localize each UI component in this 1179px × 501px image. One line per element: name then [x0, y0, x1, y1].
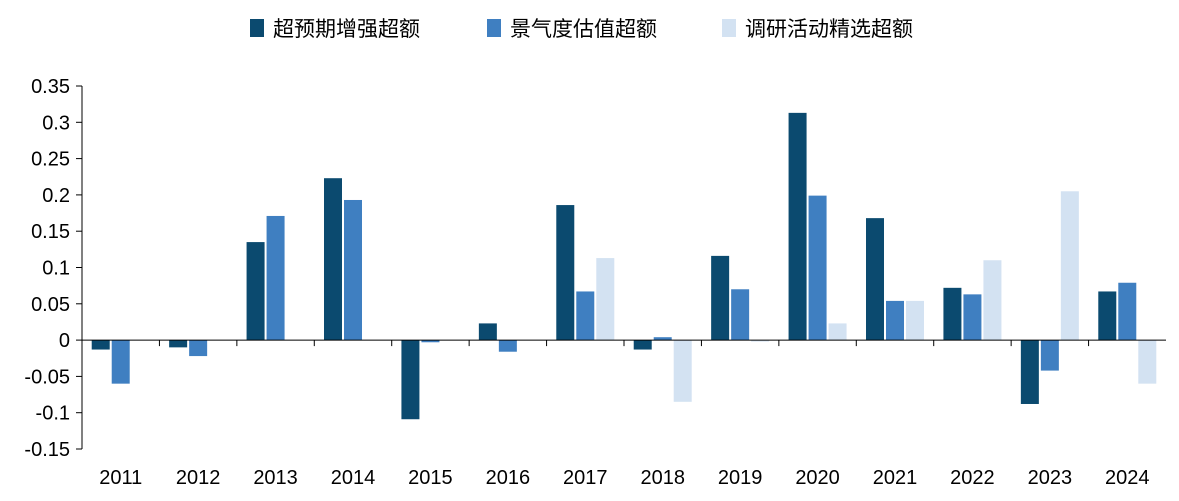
- x-tick-label: 2022: [950, 467, 995, 489]
- bar-2019-series-3: [751, 340, 770, 342]
- bar-2019-series-1: [711, 255, 730, 341]
- bar-2021-series-1: [866, 218, 884, 341]
- bar-2014-series-1: [324, 178, 342, 341]
- bar-2023-series-2: [1040, 340, 1059, 371]
- bar-2018-series-3: [673, 340, 692, 402]
- bar-2019-series-2: [731, 289, 750, 341]
- legend-swatch-2: [487, 19, 501, 37]
- bar-2013-series-2: [266, 215, 285, 341]
- bar-2023-series-3: [1060, 191, 1079, 341]
- bar-2017-series-2: [576, 291, 595, 341]
- bar-2016-series-1: [478, 323, 497, 341]
- bar-2024-series-2: [1118, 282, 1137, 341]
- bars-group: [91, 112, 1157, 420]
- y-tick-label: 0.2: [42, 185, 70, 207]
- x-tick-label: 2019: [718, 467, 763, 489]
- bar-2012-series-1: [169, 340, 188, 348]
- y-tick-label: -0.1: [36, 403, 70, 425]
- bar-2021-series-2: [886, 300, 904, 341]
- x-tick-label: 2013: [253, 467, 298, 489]
- y-tick-label: 0.05: [31, 294, 70, 316]
- x-tick-label: 2016: [486, 467, 531, 489]
- y-tick-label: 0.15: [31, 221, 70, 243]
- legend-swatch-1: [250, 19, 264, 37]
- bar-2017-series-3: [596, 258, 615, 341]
- x-tick-label: 2014: [331, 467, 376, 489]
- x-tick-label: 2023: [1028, 467, 1073, 489]
- x-tick-label: 2012: [176, 467, 221, 489]
- x-tick-label: 2020: [795, 467, 840, 489]
- x-tick-label: 2018: [640, 467, 685, 489]
- bar-2022-series-1: [943, 287, 962, 341]
- x-tick-label: 2017: [563, 467, 608, 489]
- x-tick-label: 2015: [408, 467, 453, 489]
- bar-2022-series-2: [963, 294, 982, 341]
- bar-2023-series-1: [1020, 340, 1039, 404]
- bar-2013-series-1: [246, 242, 265, 341]
- bar-2018-series-2: [653, 337, 672, 341]
- bar-2017-series-1: [556, 205, 575, 341]
- bar-2024-series-1: [1098, 291, 1117, 341]
- bar-2020-series-1: [788, 112, 807, 341]
- bar-2011-series-2: [111, 340, 130, 384]
- bar-2020-series-2: [808, 195, 827, 341]
- bar-2015-series-1: [401, 340, 420, 420]
- y-tick-label: 0.35: [31, 76, 70, 98]
- legend-label-2: 景气度估值超额: [510, 17, 657, 41]
- bar-2016-series-2: [498, 340, 517, 352]
- legend-label-1: 超预期增强超额: [273, 17, 420, 41]
- bar-2015-series-2: [421, 340, 440, 343]
- y-tick-label: -0.15: [24, 439, 70, 461]
- bar-2022-series-3: [983, 260, 1002, 341]
- x-tick-label: 2024: [1105, 467, 1150, 489]
- x-tick-label: 2011: [99, 467, 142, 489]
- x-axis: 2011 2012 2013 2014 2015 2016 2017 2018 2019 2020…: [82, 339, 1166, 489]
- bar-2024-series-3: [1138, 340, 1157, 384]
- x-tick-label: 2021: [873, 467, 918, 489]
- bar-2021-series-3: [906, 300, 924, 341]
- bar-2011-series-1: [91, 340, 110, 350]
- bar-2014-series-2: [344, 199, 362, 341]
- y-tick-label: -0.05: [24, 366, 70, 388]
- y-axis: -0.15 -0.1 -0.05 0 0.05 0.1 0.15 0.2 0.25 0.3 0.35: [24, 76, 83, 461]
- bar-2018-series-1: [633, 340, 652, 350]
- legend-label-3: 调研活动精选超额: [745, 17, 913, 41]
- y-tick-label: 0.3: [42, 112, 70, 134]
- legend-swatch-3: [722, 19, 736, 37]
- y-tick-label: 0.25: [31, 149, 70, 171]
- bar-2020-series-3: [828, 323, 847, 341]
- y-tick-label: 0.1: [42, 258, 70, 280]
- legend: 超预期增强超额 景气度估值超额 调研活动精选超额: [250, 17, 913, 41]
- y-tick-label: 0: [59, 330, 70, 352]
- bar-2012-series-2: [189, 340, 208, 357]
